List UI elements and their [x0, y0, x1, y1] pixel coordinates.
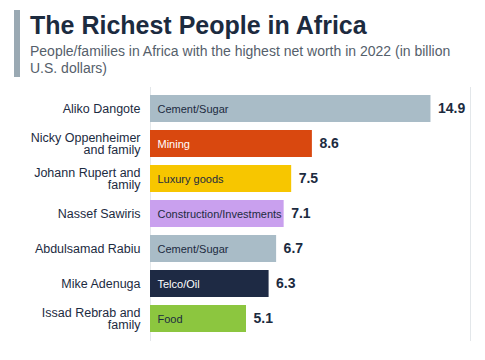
- html-text:The Richest People in Africa: The Richest People in Africa: [30, 11, 367, 39]
- svg-text:Telco/Oil: Telco/Oil: [158, 278, 200, 290]
- svg-text:Food: Food: [158, 313, 183, 325]
- svg-text:8.6: 8.6: [319, 135, 339, 151]
- svg-text:Nicky Oppenheimerand family: Nicky Oppenheimerand family: [31, 131, 142, 158]
- svg-text:Mining: Mining: [158, 138, 190, 150]
- svg-text:6.7: 6.7: [284, 240, 304, 256]
- html-text:People/families in Africa with: People/families in Africa with the highe…: [30, 43, 451, 76]
- svg-text:Issad Rebrab andfamily: Issad Rebrab andfamily: [42, 306, 141, 333]
- svg-text:Luxury goods: Luxury goods: [158, 173, 225, 185]
- svg-text:6.3: 6.3: [276, 275, 296, 291]
- svg-text:Aliko Dangote: Aliko Dangote: [63, 102, 141, 116]
- svg-text:Cement/Sugar: Cement/Sugar: [158, 103, 229, 115]
- svg-text:Johann Rupert andfamily: Johann Rupert andfamily: [34, 166, 141, 193]
- svg-text:Mike Adenuga: Mike Adenuga: [61, 277, 140, 291]
- svg-text:Abdulsamad Rabiu: Abdulsamad Rabiu: [35, 242, 141, 256]
- svg-text:14.9: 14.9: [438, 100, 465, 116]
- svg-text:5.1: 5.1: [254, 310, 274, 326]
- svg-text:Construction/Investments: Construction/Investments: [158, 208, 283, 220]
- svg-text:7.5: 7.5: [299, 170, 319, 186]
- svg-text:7.1: 7.1: [291, 205, 311, 221]
- svg-text:Cement/Sugar: Cement/Sugar: [158, 243, 229, 255]
- svg-text:Nassef Sawiris: Nassef Sawiris: [58, 207, 141, 221]
